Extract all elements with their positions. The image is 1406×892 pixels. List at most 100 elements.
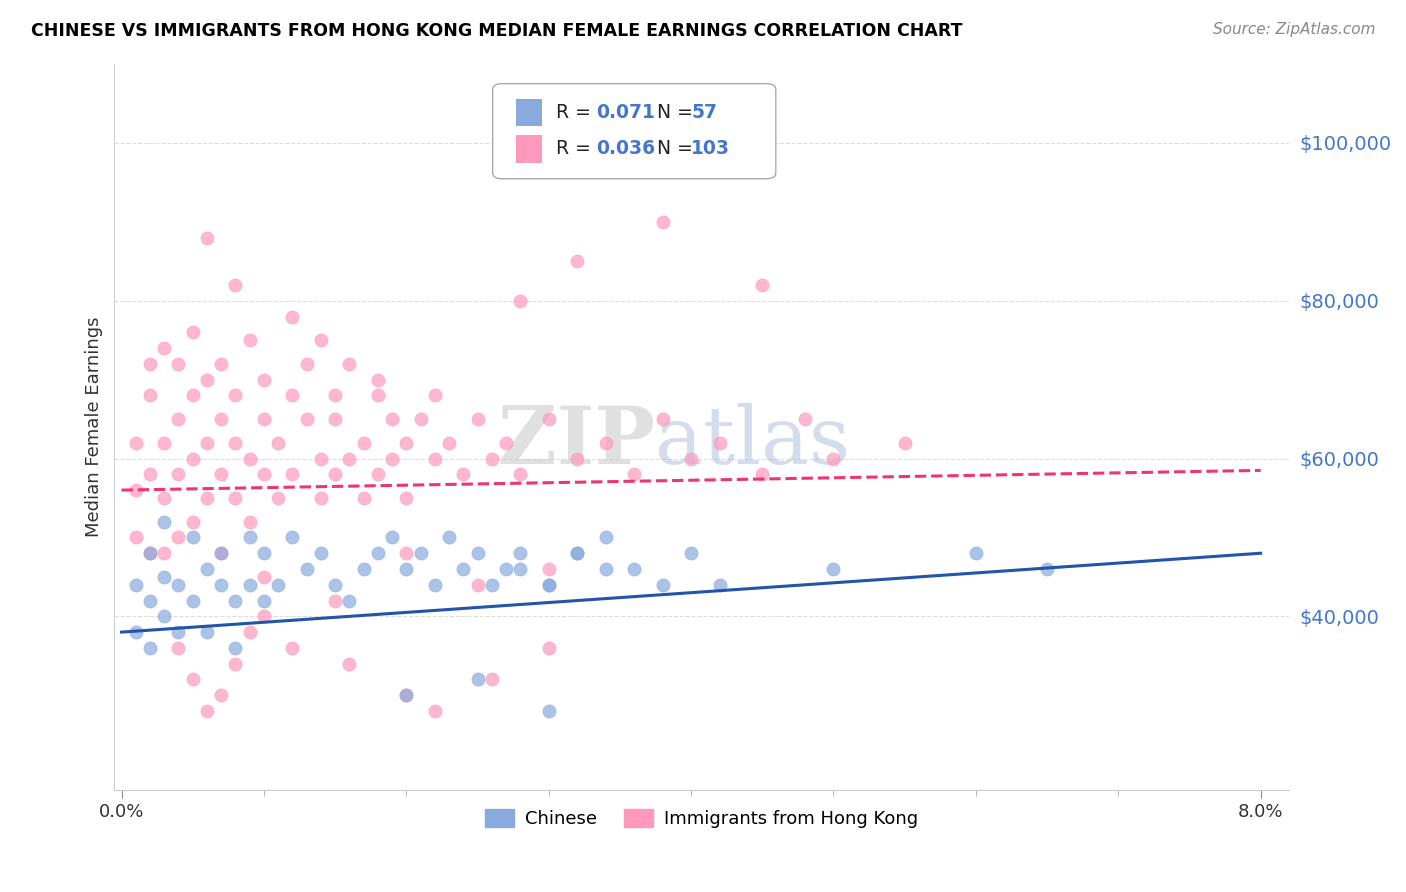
Point: [567, 546, 589, 560]
Point: [709, 578, 731, 592]
Point: [651, 215, 673, 229]
Text: 0.071: 0.071: [596, 103, 655, 122]
Point: [323, 578, 346, 592]
Point: [224, 388, 246, 402]
Point: [395, 546, 418, 560]
Point: [467, 412, 489, 426]
Point: [423, 388, 446, 402]
Point: [224, 435, 246, 450]
Point: [537, 640, 560, 655]
Point: [224, 657, 246, 671]
Point: [423, 578, 446, 592]
Point: [253, 609, 276, 624]
Point: [467, 673, 489, 687]
Point: [209, 412, 232, 426]
Point: [437, 531, 460, 545]
Point: [965, 546, 987, 560]
Point: [595, 435, 617, 450]
Point: [381, 412, 404, 426]
Point: [509, 546, 531, 560]
Point: [281, 531, 304, 545]
Text: atlas: atlas: [655, 402, 849, 481]
Point: [209, 688, 232, 702]
Point: [751, 467, 773, 482]
Point: [481, 673, 503, 687]
Point: [595, 562, 617, 576]
Point: [395, 491, 418, 505]
Point: [167, 531, 190, 545]
Point: [181, 673, 204, 687]
Point: [337, 657, 360, 671]
Point: [224, 593, 246, 607]
Point: [295, 562, 318, 576]
Point: [224, 277, 246, 292]
Point: [295, 412, 318, 426]
Point: [125, 435, 148, 450]
Point: [567, 254, 589, 268]
Point: [253, 412, 276, 426]
Point: [595, 531, 617, 545]
Text: R =: R =: [557, 103, 598, 122]
Point: [239, 515, 262, 529]
Point: [651, 412, 673, 426]
Point: [309, 333, 332, 347]
Point: [153, 546, 176, 560]
Point: [267, 435, 290, 450]
Point: [623, 562, 645, 576]
Text: 103: 103: [692, 139, 730, 159]
Point: [337, 451, 360, 466]
Point: [153, 435, 176, 450]
Point: [224, 491, 246, 505]
Point: [195, 373, 218, 387]
Point: [209, 357, 232, 371]
FancyBboxPatch shape: [516, 99, 543, 127]
Point: [309, 451, 332, 466]
Point: [167, 412, 190, 426]
Point: [423, 451, 446, 466]
Point: [495, 435, 517, 450]
Point: [337, 593, 360, 607]
Point: [709, 435, 731, 450]
Point: [153, 570, 176, 584]
Point: [253, 593, 276, 607]
Point: [267, 578, 290, 592]
Point: [153, 515, 176, 529]
Text: 57: 57: [692, 103, 717, 122]
Point: [181, 531, 204, 545]
Point: [309, 491, 332, 505]
Point: [181, 451, 204, 466]
Point: [367, 467, 389, 482]
Point: [537, 412, 560, 426]
Point: [794, 412, 817, 426]
Point: [367, 388, 389, 402]
Point: [153, 491, 176, 505]
Point: [467, 546, 489, 560]
Point: [253, 570, 276, 584]
Point: [139, 388, 162, 402]
Point: [167, 625, 190, 640]
Point: [451, 467, 474, 482]
Point: [224, 640, 246, 655]
Legend: Chinese, Immigrants from Hong Kong: Chinese, Immigrants from Hong Kong: [478, 802, 925, 835]
Point: [209, 467, 232, 482]
Point: [381, 451, 404, 466]
Point: [395, 688, 418, 702]
Point: [281, 640, 304, 655]
Point: [195, 625, 218, 640]
Text: CHINESE VS IMMIGRANTS FROM HONG KONG MEDIAN FEMALE EARNINGS CORRELATION CHART: CHINESE VS IMMIGRANTS FROM HONG KONG MED…: [31, 22, 963, 40]
Point: [309, 546, 332, 560]
Point: [509, 467, 531, 482]
Point: [239, 578, 262, 592]
Point: [381, 531, 404, 545]
Point: [353, 435, 375, 450]
Point: [209, 546, 232, 560]
Point: [239, 451, 262, 466]
Point: [481, 578, 503, 592]
Point: [253, 546, 276, 560]
Point: [167, 467, 190, 482]
Point: [281, 310, 304, 324]
Point: [139, 593, 162, 607]
Text: ZIP: ZIP: [498, 402, 655, 481]
Point: [481, 451, 503, 466]
Point: [437, 435, 460, 450]
